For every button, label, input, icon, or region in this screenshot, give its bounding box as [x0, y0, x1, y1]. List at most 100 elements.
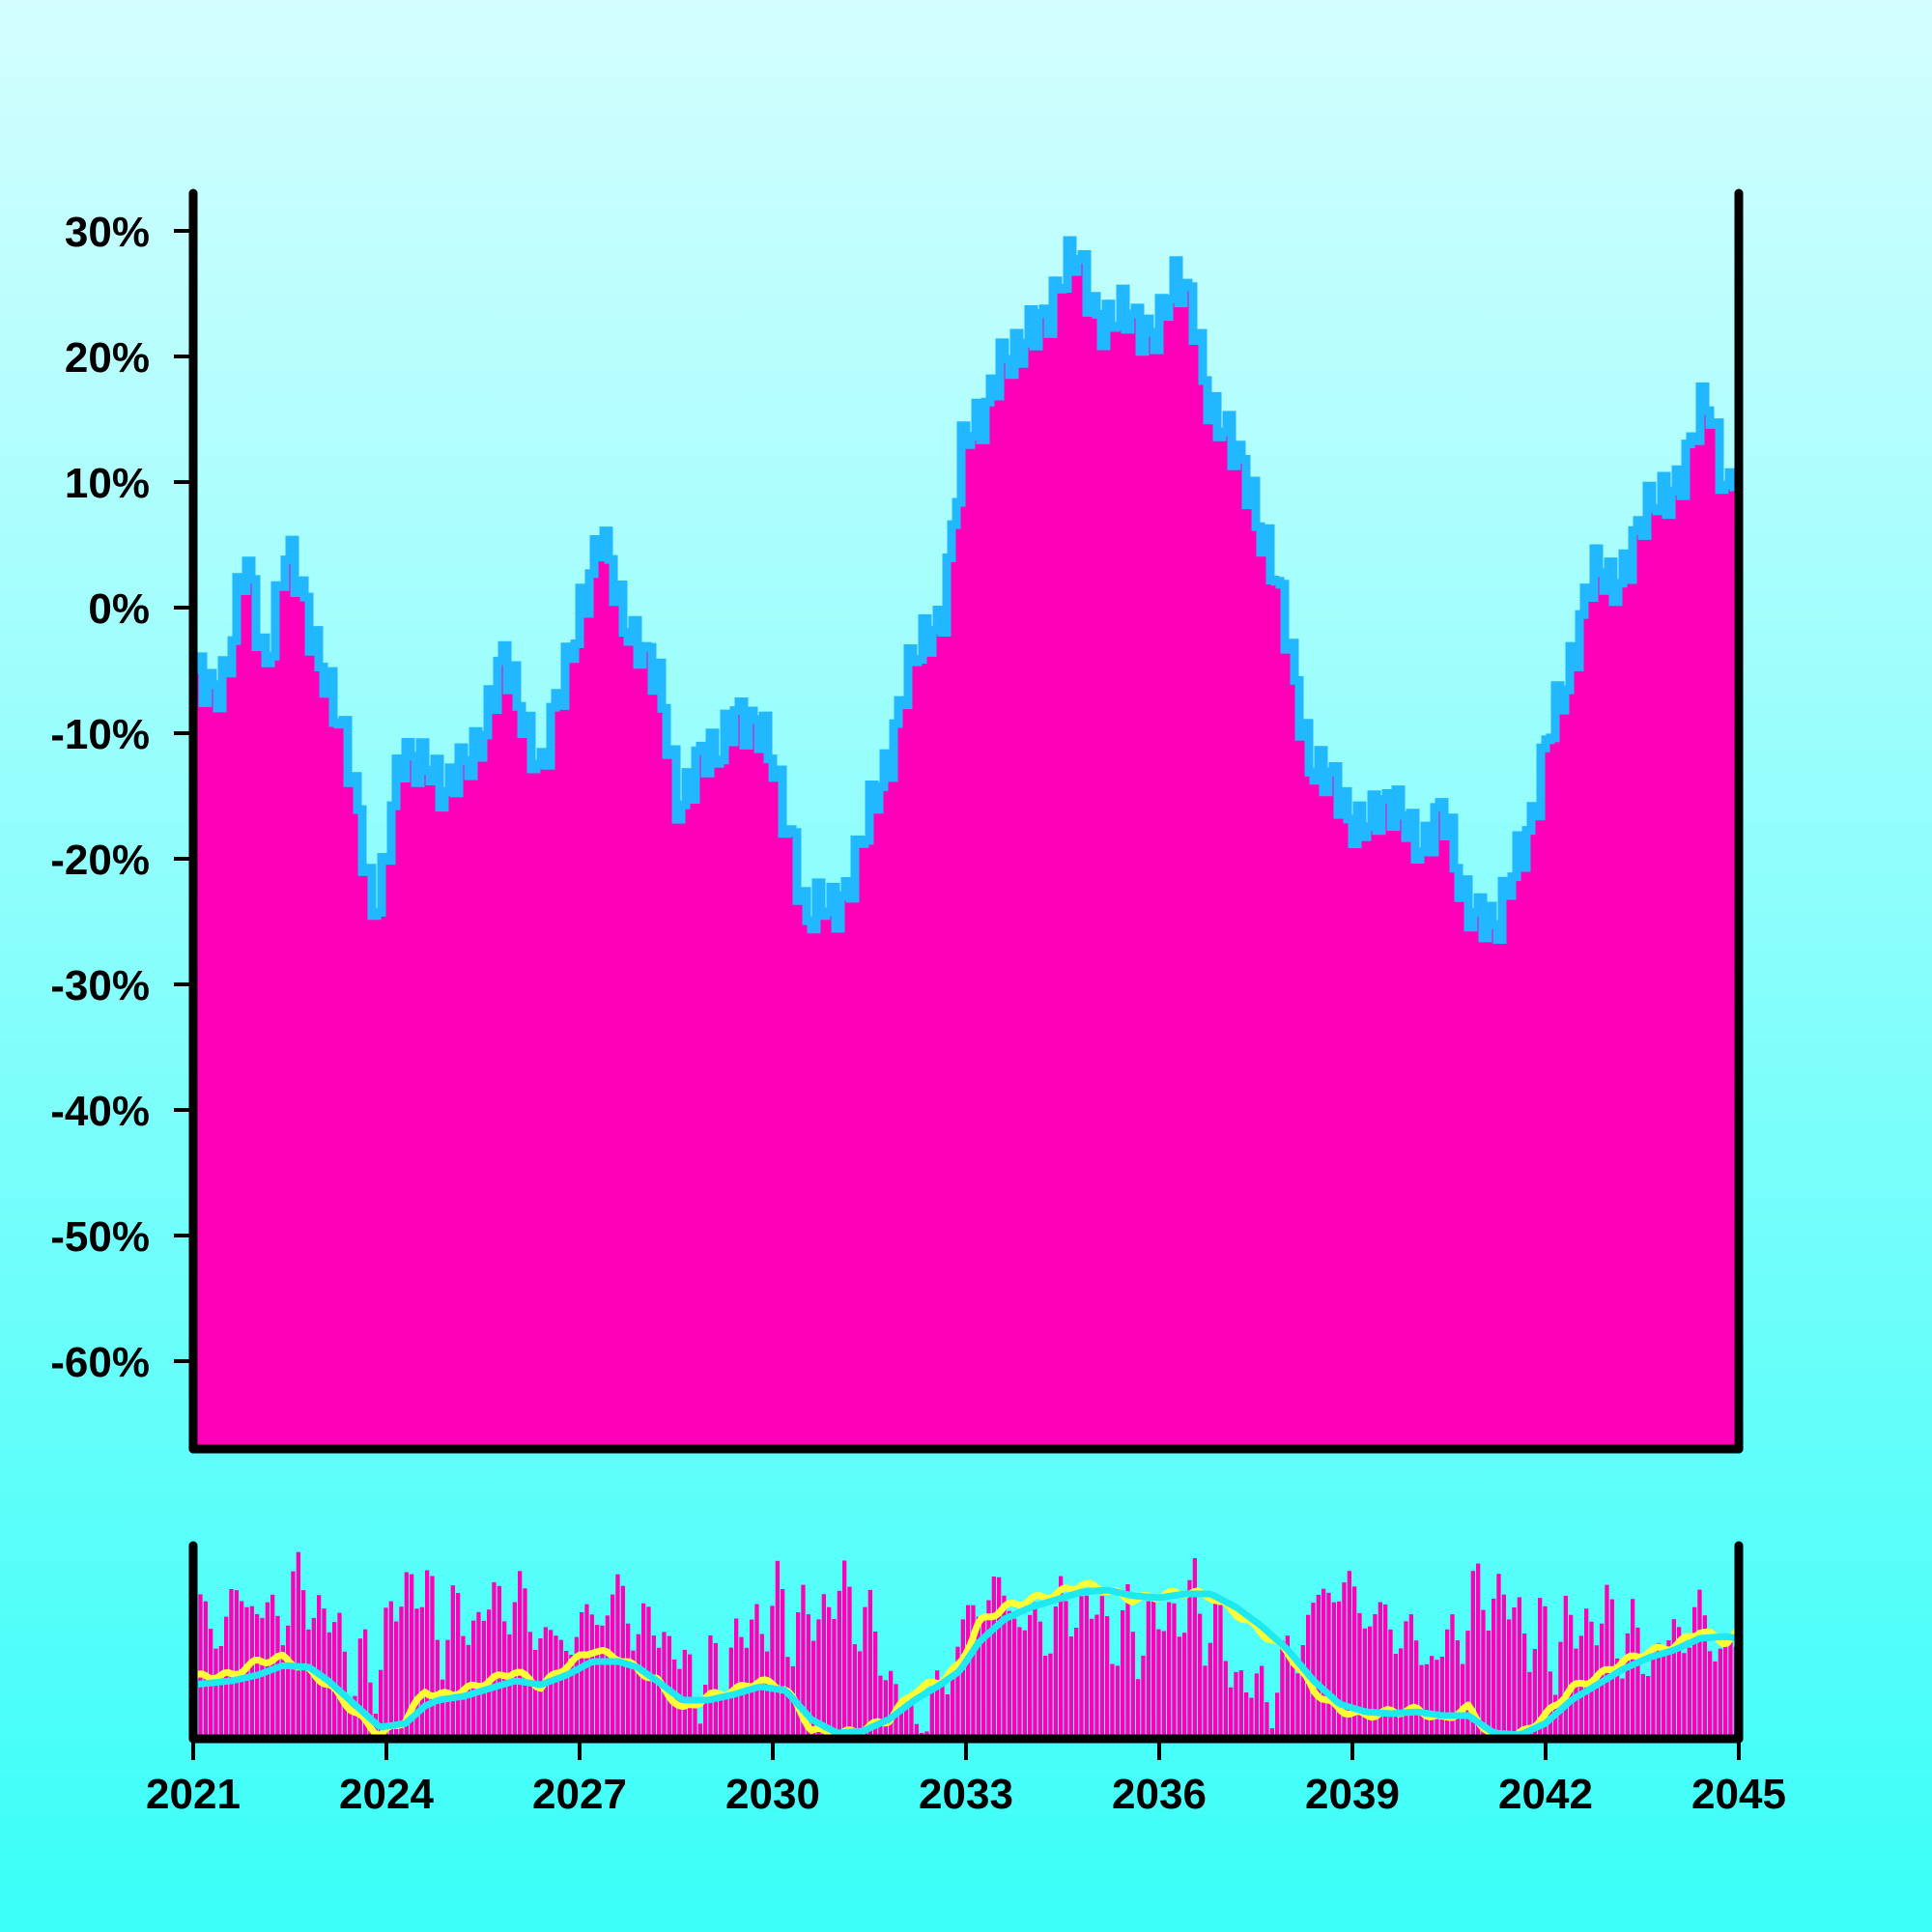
volume-bar — [951, 1678, 955, 1739]
volume-bar — [1677, 1627, 1682, 1739]
x-tick-label: 2036 — [1112, 1771, 1207, 1818]
volume-bar — [1666, 1640, 1671, 1739]
volume-bar — [218, 1646, 223, 1739]
volume-bar — [558, 1639, 563, 1739]
x-tick-label: 2033 — [919, 1771, 1013, 1818]
volume-bar — [847, 1586, 852, 1739]
volume-bar — [1481, 1609, 1486, 1739]
volume-bar — [1625, 1633, 1630, 1739]
volume-bar — [1682, 1653, 1687, 1739]
volume-bar — [410, 1574, 414, 1739]
volume-bar — [1713, 1661, 1718, 1739]
volume-bar — [1702, 1615, 1707, 1739]
volume-bar — [379, 1669, 384, 1739]
volume-bar — [260, 1617, 265, 1739]
volume-bar — [1110, 1663, 1115, 1739]
volume-bar — [595, 1625, 600, 1739]
volume-bar — [337, 1612, 342, 1739]
volume-bar — [440, 1679, 445, 1739]
volume-bar — [1254, 1673, 1259, 1739]
volume-bar — [1269, 1728, 1274, 1739]
volume-bar — [1121, 1610, 1125, 1739]
volume-bar — [1028, 1614, 1033, 1739]
x-tick-label: 2024 — [339, 1771, 434, 1818]
volume-bar — [816, 1619, 821, 1739]
volume-bar — [1244, 1692, 1249, 1739]
volume-bar — [1130, 1632, 1135, 1739]
volume-bar — [244, 1606, 249, 1739]
volume-bar — [1465, 1631, 1470, 1739]
volume-bar — [1094, 1614, 1099, 1739]
volume-bar — [414, 1608, 419, 1739]
volume-bar — [394, 1621, 399, 1739]
volume-bar — [1326, 1592, 1331, 1739]
volume-bar — [1218, 1605, 1223, 1739]
volume-bar — [863, 1606, 867, 1739]
volume-bar — [1578, 1635, 1583, 1739]
volume-bar — [435, 1639, 440, 1739]
volume-bar — [404, 1572, 409, 1739]
volume-bar — [1424, 1663, 1429, 1739]
volume-bar — [554, 1635, 558, 1739]
volume-bar — [1532, 1649, 1537, 1739]
volume-bar — [430, 1576, 435, 1739]
volume-bar — [1213, 1596, 1218, 1739]
volume-bar — [1522, 1634, 1527, 1739]
volume-bar — [296, 1551, 300, 1739]
volume-bar — [1007, 1610, 1011, 1739]
volume-bar — [1192, 1558, 1197, 1739]
volume-bar — [1151, 1596, 1156, 1739]
volume-bar — [832, 1619, 837, 1739]
volume-bar — [332, 1622, 337, 1739]
volume-bar — [1584, 1608, 1589, 1739]
volume-bar — [708, 1635, 713, 1739]
volume-bar — [1512, 1607, 1517, 1739]
y-tick-label: -30% — [50, 962, 150, 1009]
volume-bar — [997, 1577, 1002, 1739]
volume-bar — [842, 1560, 847, 1739]
volume-bar — [1439, 1657, 1444, 1739]
volume-bar — [1300, 1645, 1305, 1739]
volume-bar — [419, 1606, 424, 1739]
volume-bar — [940, 1683, 945, 1739]
area-series-fill — [193, 241, 1739, 1449]
volume-bar — [280, 1645, 285, 1739]
volume-bar — [1671, 1619, 1676, 1739]
volume-bar — [806, 1614, 810, 1739]
volume-bar — [1527, 1671, 1532, 1739]
volume-bar — [1022, 1630, 1027, 1739]
volume-bar — [837, 1590, 841, 1739]
volume-bar — [1450, 1614, 1455, 1739]
volume-bar — [1538, 1598, 1543, 1739]
volume-bar — [1640, 1673, 1645, 1739]
volume-bars-layer — [193, 1551, 1738, 1739]
x-tick-label: 2039 — [1305, 1771, 1400, 1818]
volume-bar — [960, 1619, 965, 1739]
y-tick-label: 0% — [88, 585, 150, 633]
volume-bar — [1311, 1603, 1316, 1739]
volume-bar — [1331, 1602, 1336, 1739]
volume-bar — [781, 1589, 785, 1739]
volume-bar — [1249, 1697, 1254, 1739]
volume-bar — [1718, 1648, 1722, 1739]
x-tick-label: 2021 — [146, 1771, 241, 1818]
volume-bar — [1662, 1653, 1666, 1739]
volume-bar — [275, 1615, 280, 1739]
volume-bar — [1172, 1603, 1177, 1739]
volume-bar — [883, 1680, 888, 1739]
volume-bar — [801, 1584, 806, 1739]
volume-bar — [363, 1629, 368, 1739]
volume-bar — [1002, 1595, 1007, 1739]
x-tick-label: 2042 — [1498, 1771, 1593, 1818]
volume-bar — [697, 1723, 702, 1739]
volume-bar — [1687, 1647, 1691, 1739]
volume-bar — [1476, 1563, 1481, 1739]
volume-bar — [589, 1614, 594, 1739]
volume-bar — [450, 1585, 455, 1739]
y-tick-label: -10% — [50, 711, 150, 758]
volume-bar — [1501, 1594, 1506, 1739]
volume-bar — [1264, 1702, 1269, 1739]
volume-bar — [703, 1685, 708, 1739]
volume-bar — [682, 1649, 687, 1739]
volume-bar — [1558, 1641, 1563, 1739]
